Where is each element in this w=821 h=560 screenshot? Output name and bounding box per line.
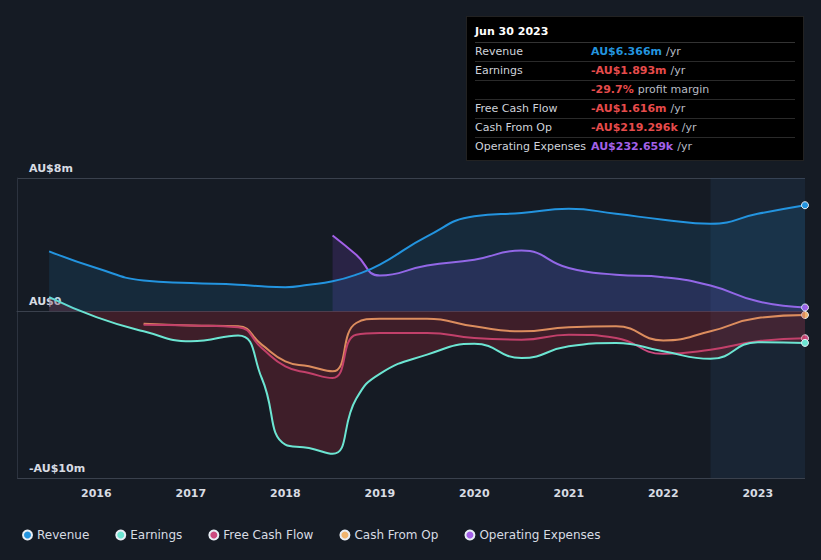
svg-text:2020: 2020 — [459, 487, 490, 500]
svg-text:-AU$10m: -AU$10m — [29, 462, 85, 475]
svg-text:Cash From Op: Cash From Op — [354, 528, 438, 542]
html-text:-29.7% profit margin: -29.7% profit margin — [591, 83, 710, 96]
html-text:AU$232.659k /yr: AU$232.659k /yr — [591, 140, 692, 153]
svg-text:2022: 2022 — [648, 487, 679, 500]
html-text:Cash From Op: Cash From Op — [475, 121, 552, 134]
svg-text:Earnings: Earnings — [130, 528, 182, 542]
html-text:-AU$1.616m /yr: -AU$1.616m /yr — [591, 102, 686, 115]
html-text:Revenue: Revenue — [475, 45, 523, 58]
html-text:-AU$219.296k /yr: -AU$219.296k /yr — [591, 121, 697, 134]
svg-text:2021: 2021 — [553, 487, 584, 500]
html-text:AU$6.366m /yr: AU$6.366m /yr — [591, 45, 681, 58]
svg-text:2018: 2018 — [270, 487, 301, 500]
svg-text:2017: 2017 — [176, 487, 207, 500]
html-text:Earnings: Earnings — [475, 64, 523, 77]
svg-text:2016: 2016 — [81, 487, 112, 500]
html-text:Operating Expenses: Operating Expenses — [475, 140, 586, 153]
html-text:Free Cash Flow: Free Cash Flow — [475, 102, 558, 115]
svg-text:AU$0: AU$0 — [29, 295, 62, 309]
html-text:Jun 30 2023: Jun 30 2023 — [475, 25, 549, 38]
svg-text:2023: 2023 — [742, 487, 773, 500]
svg-text:2019: 2019 — [365, 487, 396, 500]
svg-text:Operating Expenses: Operating Expenses — [479, 528, 600, 542]
html-text:-AU$1.893m /yr: -AU$1.893m /yr — [591, 64, 686, 77]
svg-text:Free Cash Flow: Free Cash Flow — [223, 528, 313, 542]
svg-text:Revenue: Revenue — [37, 528, 89, 542]
svg-text:AU$8m: AU$8m — [29, 162, 73, 175]
